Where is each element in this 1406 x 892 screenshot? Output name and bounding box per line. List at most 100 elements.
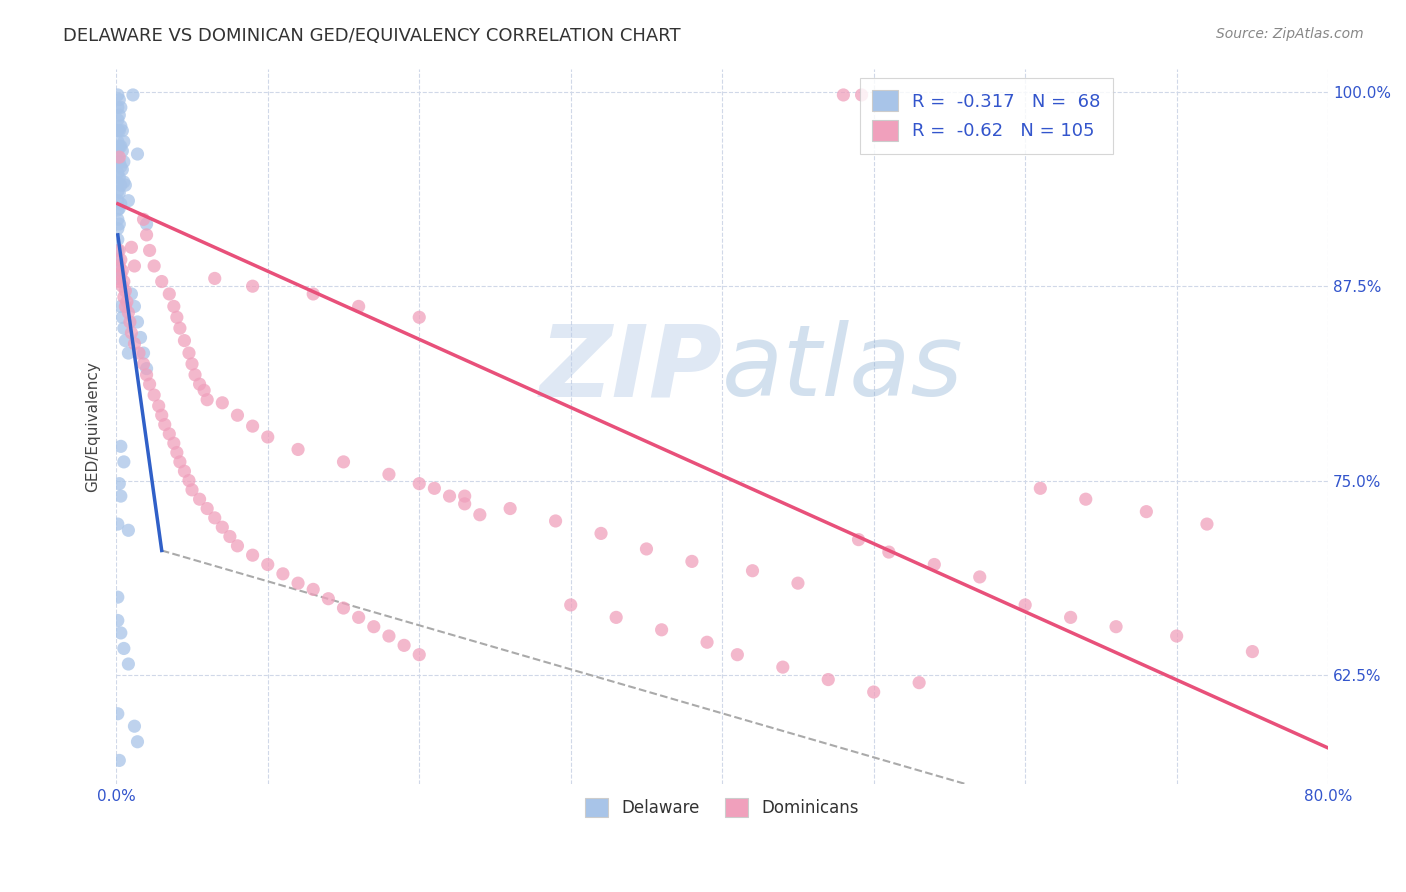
Point [114,284,136,298]
Point [163,436,186,450]
Point [908,675,931,690]
Point [108,753,131,767]
Point [157,426,180,441]
Point [1029,481,1052,495]
Point [817,673,839,687]
Point [408,310,430,325]
Point [922,558,945,572]
Point [107,194,129,208]
Point [271,566,294,581]
Point [287,442,309,457]
Point [117,305,139,319]
Point [347,300,370,314]
Point [118,315,141,329]
Point [107,271,129,285]
Point [107,262,129,277]
Point [112,641,135,656]
Point [110,100,132,114]
Point [725,648,748,662]
Point [560,598,582,612]
Point [181,357,204,371]
Point [114,300,136,314]
Point [219,529,242,543]
Point [107,212,129,227]
Point [108,186,131,200]
Point [111,162,134,177]
Point [1241,644,1264,658]
Point [423,481,446,495]
Point [112,321,135,335]
Point [195,392,218,407]
Point [143,259,166,273]
Point [112,175,135,189]
Point [848,533,870,547]
Point [166,445,188,459]
Point [112,154,135,169]
Point [107,154,129,169]
Point [107,100,129,114]
Point [111,310,134,325]
Point [181,483,204,497]
Point [110,268,132,283]
Point [454,489,477,503]
Point [110,160,132,174]
Point [107,144,129,158]
Point [135,361,157,376]
Point [287,576,309,591]
Point [772,660,794,674]
Point [148,399,170,413]
Point [117,194,139,208]
Point [120,326,142,340]
Point [107,87,129,102]
Point [1135,505,1157,519]
Point [302,287,325,301]
Point [111,144,134,158]
Point [408,476,430,491]
Point [127,147,149,161]
Point [111,263,134,277]
Point [107,175,129,189]
Point [117,524,139,538]
Point [107,706,129,721]
Point [108,259,131,273]
Point [114,334,136,348]
Text: atlas: atlas [723,320,965,417]
Point [347,610,370,624]
Point [128,346,150,360]
Point [107,244,129,258]
Point [363,620,385,634]
Point [468,508,491,522]
Point [177,474,200,488]
Point [1105,620,1128,634]
Point [110,119,132,133]
Point [108,108,131,122]
Legend: Delaware, Dominicans: Delaware, Dominicans [576,789,868,825]
Point [132,357,155,371]
Point [110,489,132,503]
Point [108,476,131,491]
Point [108,275,131,289]
Point [124,719,146,733]
Point [107,202,129,217]
Point [177,346,200,360]
Point [135,227,157,242]
Point [108,139,131,153]
Point [589,526,612,541]
Point [108,170,131,185]
Point [193,384,215,398]
Point [439,489,461,503]
Point [108,93,131,107]
Point [969,570,991,584]
Point [107,124,129,138]
Point [132,346,155,360]
Point [499,501,522,516]
Point [135,368,157,382]
Point [157,287,180,301]
Point [605,610,627,624]
Point [1014,598,1036,612]
Point [408,648,430,662]
Point [651,623,673,637]
Point [124,336,146,351]
Point [378,467,401,482]
Point [195,501,218,516]
